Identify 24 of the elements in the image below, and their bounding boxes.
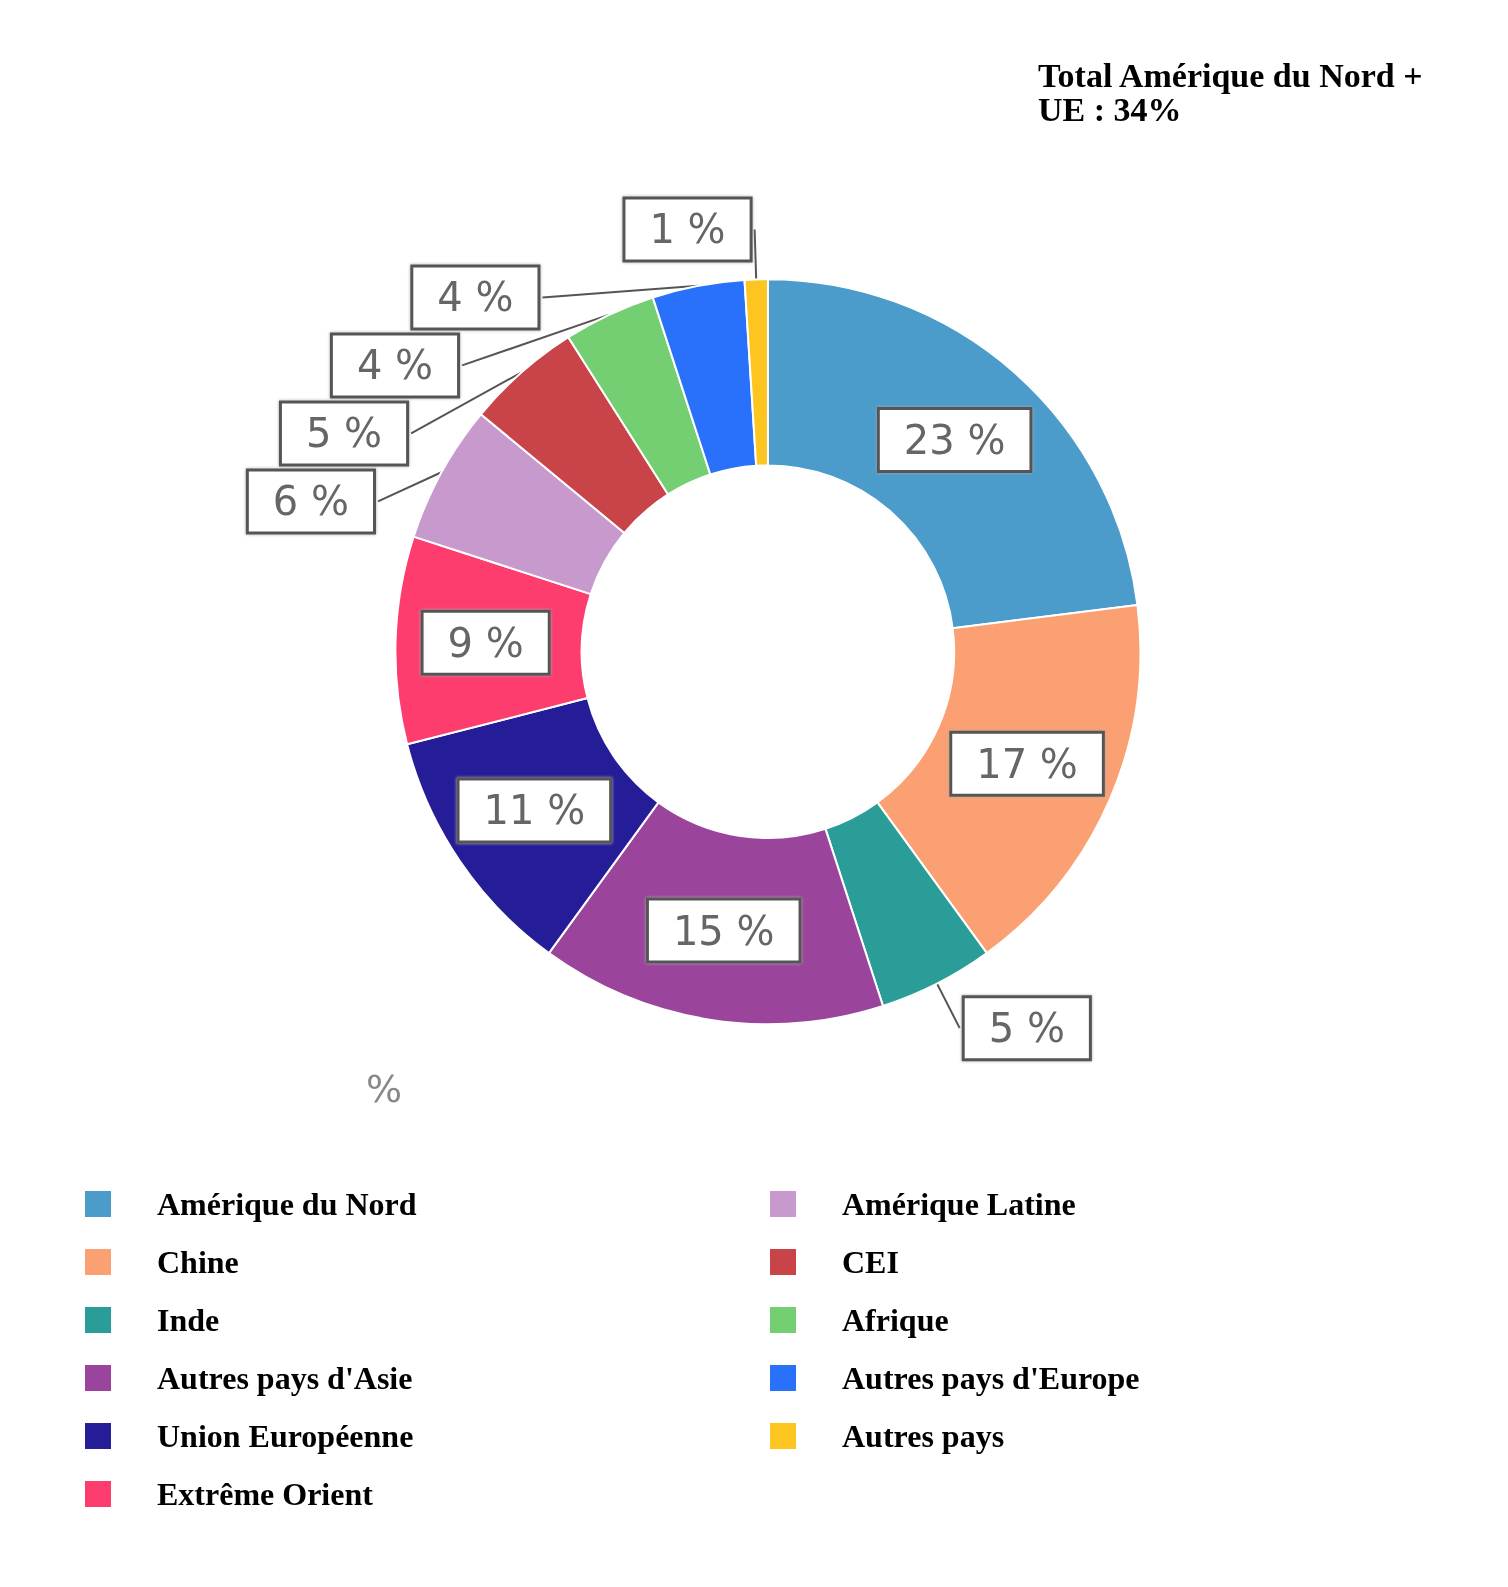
data-label: 1 % [649, 206, 726, 253]
data-label: 5 % [305, 410, 383, 457]
legend-label: CEI [842, 1244, 899, 1280]
data-label: 15 % [672, 907, 775, 954]
text: % [366, 1067, 403, 1111]
legend-label: Autres pays [842, 1418, 1005, 1454]
data-label: 6 % [272, 478, 350, 525]
legend-label: Afrique [842, 1302, 949, 1338]
legend-label: Autres pays d'Asie [157, 1360, 413, 1396]
legend-label: Union Européenne [157, 1418, 414, 1454]
legend-label: Autres pays d'Europe [842, 1360, 1140, 1396]
data-label: 4 % [356, 342, 434, 389]
data-label: 23 % [903, 416, 1006, 463]
text: Total Amérique du Nord + UE : 34% [1038, 56, 1423, 128]
data-label: 5 % [988, 1005, 1065, 1052]
legend-label: Chine [157, 1244, 239, 1280]
legend-label: Inde [157, 1302, 220, 1338]
legend-label: Extrême Orient [157, 1476, 374, 1512]
data-label: 11 % [483, 787, 586, 834]
data-label: 4 % [437, 274, 514, 321]
data-label: 17 % [976, 740, 1078, 787]
data-label: 9 % [447, 619, 524, 666]
legend-label: Amérique Latine [842, 1186, 1076, 1222]
legend-label: Amérique du Nord [157, 1186, 417, 1222]
